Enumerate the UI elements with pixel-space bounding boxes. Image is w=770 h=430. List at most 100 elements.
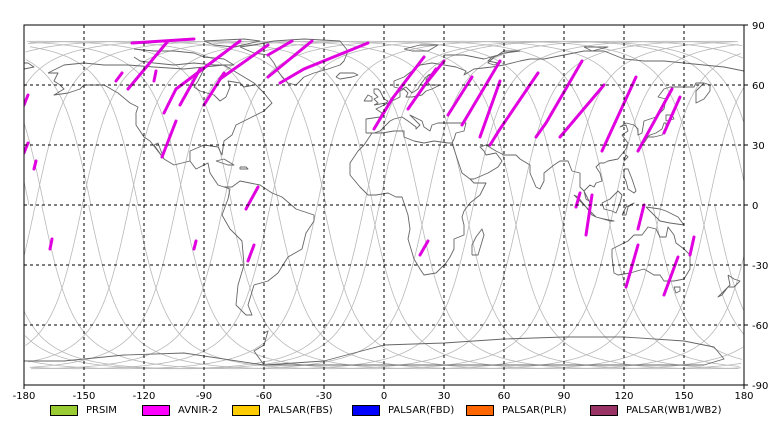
orbit-track xyxy=(32,40,562,368)
coastline xyxy=(263,336,725,366)
coastline xyxy=(133,48,235,66)
coastline xyxy=(673,286,681,294)
orbit-track xyxy=(511,204,742,370)
orbit-track xyxy=(182,41,735,370)
orbit-track xyxy=(323,87,744,370)
avnir2-segment xyxy=(446,75,474,117)
coastline xyxy=(373,88,389,106)
x-tick-label: -180 xyxy=(13,391,36,402)
avnir2-segment xyxy=(478,79,502,139)
avnir2-segment xyxy=(160,119,178,159)
avnir2-segment xyxy=(278,41,370,85)
orbit-track xyxy=(27,40,280,206)
orbit-track xyxy=(24,40,374,206)
coastline xyxy=(203,38,261,48)
x-tick-label: 0 xyxy=(381,391,387,402)
coastline xyxy=(403,44,439,52)
avnir2-segment xyxy=(114,71,124,83)
orbit-track xyxy=(605,204,740,367)
avnir2-segment xyxy=(266,39,294,57)
orbit-track xyxy=(29,46,139,206)
coastline xyxy=(335,72,359,80)
avnir2-segment xyxy=(126,39,170,91)
x-tick-label: -90 xyxy=(196,391,212,402)
coastline xyxy=(365,50,744,133)
coastline xyxy=(47,62,315,316)
avnir2-segment xyxy=(130,37,196,45)
orbit-track xyxy=(41,40,743,370)
x-tick-label: 30 xyxy=(438,391,451,402)
x-tick-label: 150 xyxy=(674,391,693,402)
avnir2-segment xyxy=(488,71,540,147)
coastline xyxy=(239,38,349,86)
coastline xyxy=(24,62,35,70)
orbit-track xyxy=(26,40,233,206)
x-tick-label: -150 xyxy=(73,391,96,402)
legend-swatch xyxy=(142,404,170,416)
legend-item: AVNIR-2 xyxy=(142,403,218,417)
avnir2-segment xyxy=(162,39,242,115)
grid-lines xyxy=(24,25,744,385)
avnir2-segment xyxy=(636,87,674,153)
avnir2-segment xyxy=(48,237,54,251)
orbit-tracks xyxy=(24,40,744,370)
avnir2-segment xyxy=(24,93,30,107)
legend-swatch xyxy=(352,404,380,416)
legend-swatch xyxy=(232,404,260,416)
orbit-track xyxy=(28,40,515,363)
coastline xyxy=(623,168,637,194)
orbit-track xyxy=(699,204,744,335)
legend-label: PALSAR(WB1/WB2) xyxy=(626,404,722,416)
x-tick-label: 120 xyxy=(614,391,633,402)
avnir2-segment xyxy=(178,67,202,107)
coastline xyxy=(470,82,711,204)
y-tick-label: -60 xyxy=(752,321,768,332)
legend-swatch xyxy=(50,404,78,416)
y-tick-label: -30 xyxy=(752,261,768,272)
orbit-track xyxy=(652,204,743,360)
avnir2-segment xyxy=(584,193,594,237)
avnir2-segment xyxy=(558,83,606,139)
legend-item: PALSAR(FBD) xyxy=(352,403,454,417)
avnir2-segment xyxy=(662,255,680,297)
avnir2-segment xyxy=(152,69,158,83)
orbit-track xyxy=(27,40,703,370)
legend-item: PALSAR(WB1/WB2) xyxy=(590,403,722,417)
legend-item: PALSAR(PLR) xyxy=(466,403,566,417)
y-tick-label: 90 xyxy=(752,21,765,32)
avnir2-segment xyxy=(24,141,30,155)
legend-label: PALSAR(FBD) xyxy=(388,404,455,416)
x-tick-label: 180 xyxy=(734,391,753,402)
avnir2-tracks xyxy=(24,37,696,297)
x-tick-label: -60 xyxy=(256,391,272,402)
legend-label: AVNIR-2 xyxy=(178,404,218,416)
avnir2-segment xyxy=(460,59,502,127)
orbit-track xyxy=(417,204,744,370)
coastline xyxy=(363,94,373,102)
coastline xyxy=(215,158,235,166)
coastline xyxy=(717,274,741,298)
orbit-track xyxy=(370,204,744,370)
orbit-track xyxy=(276,53,742,370)
coastline xyxy=(444,50,521,66)
x-tick-label: 60 xyxy=(498,391,511,402)
avnir2-segment xyxy=(426,59,446,83)
coastline xyxy=(611,226,691,282)
x-axis: -180 -150 -120 -90 -60 -30 0 30 60 90 120 150 180 xyxy=(13,385,754,402)
y-axis: 90 60 30 0 -30 -60 -90 xyxy=(744,21,768,392)
avnir2-segment xyxy=(266,39,314,79)
coastline xyxy=(583,46,609,52)
legend-label: PALSAR(PLR) xyxy=(502,404,567,416)
avnir2-segment xyxy=(624,243,640,289)
avnir2-segment xyxy=(662,95,682,135)
orbit-track xyxy=(558,204,739,369)
avnir2-segment xyxy=(688,235,696,257)
x-tick-label: -120 xyxy=(133,391,156,402)
coastline xyxy=(239,166,249,170)
y-tick-label: 30 xyxy=(752,141,765,152)
orbit-track xyxy=(25,40,468,346)
orbit-track xyxy=(24,181,30,206)
coastline xyxy=(471,228,485,256)
y-tick-label: -90 xyxy=(752,381,768,392)
